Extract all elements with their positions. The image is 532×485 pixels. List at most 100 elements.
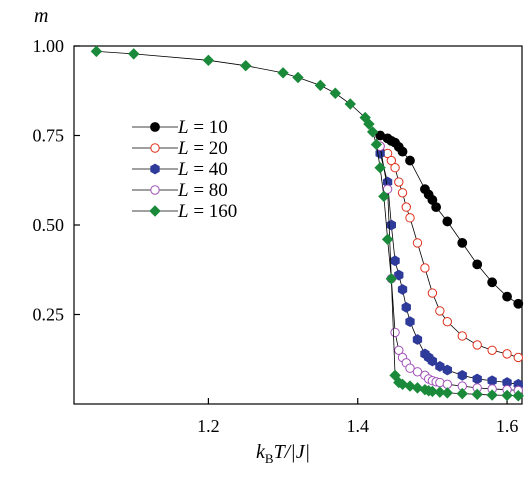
data-point [397,146,408,157]
data-point [442,216,453,227]
legend-marker [150,185,160,195]
data-point [385,272,398,285]
y-tick-label: 0.25 [33,305,65,325]
legend: L = 10L = 20L = 40L = 80L = 160 [132,117,237,222]
legend-entry: L = 40 [132,159,228,180]
data-point [277,67,289,79]
data-point [401,301,411,313]
series-4 [90,45,524,402]
data-point [405,363,415,373]
data-point [394,177,404,187]
legend-marker [150,122,160,132]
x-tick-label: 1.4 [346,416,369,436]
data-point [390,163,400,173]
axis-ticks: 1.2 1.4 1.6 0.25 0.50 0.75 1.00 [33,36,519,436]
legend-label: L = 20 [177,138,228,159]
y-tick-label: 1.00 [33,36,65,56]
data-point [502,291,512,302]
legend-entry: L = 160 [132,201,237,222]
data-point [405,213,415,223]
legend-marker [150,163,160,175]
data-point [405,316,415,328]
data-point [457,369,467,381]
y-tick-label: 0.75 [33,126,65,146]
data-point [434,386,446,398]
x-tick-label: 1.2 [197,416,220,436]
data-point [471,388,483,401]
data-point [472,259,483,270]
data-point [344,98,356,110]
data-point [487,375,497,387]
data-point [502,349,512,359]
data-point [427,355,438,367]
data-point [435,361,445,372]
data-point [487,345,497,355]
data-point [128,48,140,60]
data-point [401,202,411,212]
data-point [427,288,438,298]
series-line [96,50,519,397]
data-point [240,59,252,72]
data-point [431,202,442,213]
data-point [390,327,400,338]
data-point [486,389,498,401]
data-point [374,162,386,174]
data-point [412,334,423,345]
legend-label: L = 80 [177,180,228,201]
data-point [394,269,404,281]
data-point [472,373,482,385]
x-axis-title: kBT/|J| [256,441,310,466]
legend-label: L = 160 [177,201,237,222]
data-point [457,331,467,341]
data-point [314,79,327,92]
data-point [441,387,454,399]
series-0 [375,130,524,309]
data-point [292,71,304,84]
data-point [386,155,397,166]
data-point [389,369,401,382]
legend-label: L = 40 [177,159,228,180]
data-point [329,87,342,99]
legend-marker [149,205,161,217]
data-point [363,118,375,130]
legend-entry: L = 80 [132,180,228,201]
data-point [202,54,215,67]
data-point [412,238,423,248]
x-tick-label: 1.6 [496,416,519,436]
series-layer [90,45,524,402]
data-point [513,352,523,363]
data-point [370,138,383,151]
data-point [472,340,482,350]
data-point [397,188,408,198]
data-point [381,233,394,246]
data-point [412,367,423,377]
data-point [405,155,415,166]
data-point [512,390,524,402]
y-axis-title: m [34,5,48,27]
data-point [426,385,439,398]
data-point [394,345,404,355]
data-point [487,277,498,288]
legend-marker [150,143,160,153]
data-point [513,298,524,309]
data-point [435,306,445,316]
legend-entry: L = 10 [132,117,228,138]
legend-entry: L = 20 [132,138,228,159]
data-point [397,284,408,295]
data-point [456,387,468,400]
legend-label: L = 10 [177,117,228,138]
data-point [366,126,379,138]
data-point [442,364,452,376]
data-point [420,263,430,273]
plot-frame [73,45,523,405]
data-point [90,45,103,58]
data-point [390,255,400,267]
data-point [442,316,453,327]
data-point [386,219,396,231]
data-point [457,238,468,248]
data-point [378,190,390,203]
y-tick-label: 0.50 [33,215,65,235]
data-point [382,184,393,194]
data-point [501,389,513,402]
